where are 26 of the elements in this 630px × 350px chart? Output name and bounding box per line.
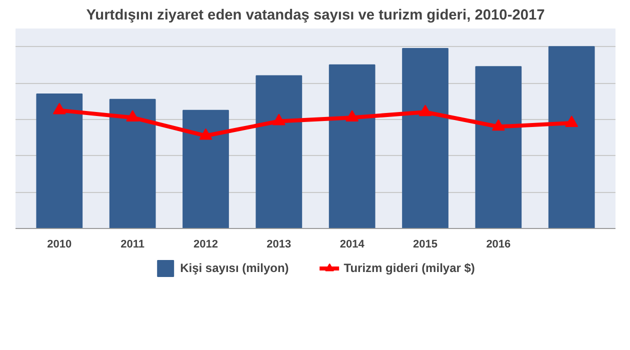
x-tick-label: 2014 <box>340 238 366 250</box>
bar <box>182 110 229 228</box>
point <box>492 119 505 131</box>
point <box>199 128 212 140</box>
legend-label: Kişi sayısı (milyon) <box>180 261 289 275</box>
point <box>418 104 432 116</box>
bar <box>36 93 83 228</box>
chart-title: Yurtdışını ziyaret eden vatandaş sayısı ve turizm gideri, 2010-2017 <box>86 8 545 24</box>
point <box>565 116 578 128</box>
bar <box>402 48 448 228</box>
x-tick-label: 2010 <box>47 238 72 250</box>
x-tick-label: 2013 <box>266 238 292 250</box>
bar <box>109 98 156 228</box>
legend-label: Turizm gideri (milyar $) <box>344 261 475 275</box>
bar <box>328 64 376 228</box>
point <box>126 110 140 122</box>
bar <box>548 46 595 228</box>
bar <box>256 75 302 228</box>
x-tick-label: 2011 <box>120 238 145 250</box>
point <box>346 110 359 122</box>
x-tick-label: 2015 <box>413 238 438 250</box>
point <box>272 114 286 126</box>
x-tick-label: 2016 <box>486 238 511 250</box>
point <box>52 102 66 114</box>
bar <box>475 66 522 228</box>
x-tick-label: 2012 <box>194 238 218 250</box>
